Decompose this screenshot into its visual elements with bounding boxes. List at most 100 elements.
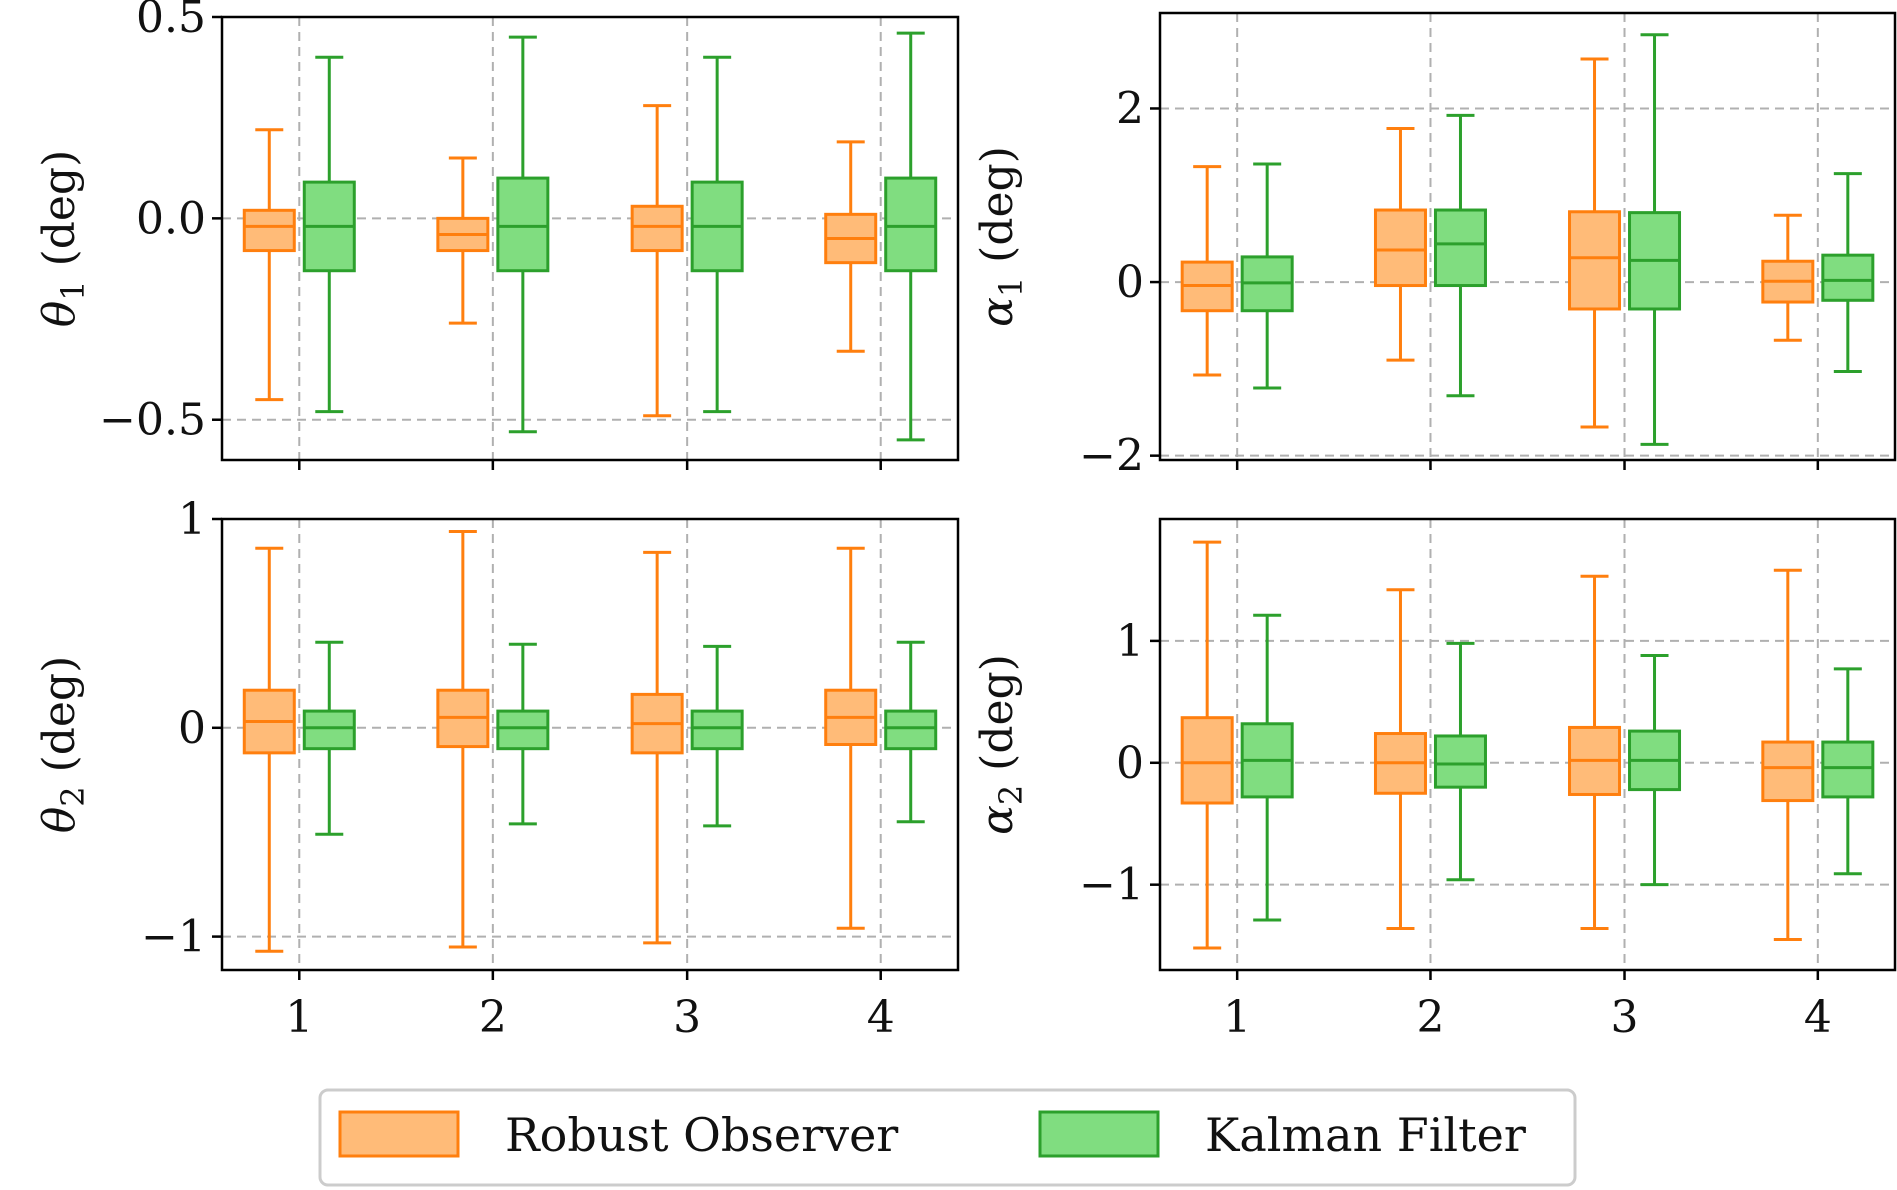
y-tick-label: −2 bbox=[1079, 431, 1144, 482]
box-kalman-4 bbox=[884, 640, 938, 824]
axes-frame bbox=[1158, 11, 1897, 462]
legend: Robust Observer Kalman Filter bbox=[318, 1088, 1577, 1187]
y-axis-label-subscript: 1 bbox=[992, 277, 1030, 297]
y-axis-label-subscript: 2 bbox=[54, 786, 92, 806]
grid bbox=[1160, 13, 1895, 460]
box-robust-4 bbox=[1761, 213, 1815, 342]
box-iqr bbox=[1433, 734, 1487, 789]
x-tick-label: 3 bbox=[1611, 992, 1639, 1043]
y-axis-label-unit: (deg) bbox=[34, 656, 85, 787]
series-robust bbox=[1180, 540, 1815, 950]
box-kalman-4 bbox=[1821, 172, 1875, 373]
box-kalman-1 bbox=[1240, 162, 1294, 390]
y-axis-label: α1 (deg) bbox=[972, 146, 1030, 327]
y-axis-label-subscript: 1 bbox=[54, 280, 92, 300]
box-robust-4 bbox=[824, 546, 878, 930]
series-robust bbox=[1180, 57, 1815, 429]
box-iqr bbox=[1568, 210, 1622, 311]
box-kalman-2 bbox=[1433, 641, 1487, 882]
y-tick-label: −1 bbox=[1079, 860, 1144, 911]
box-iqr bbox=[1821, 740, 1875, 799]
box-robust-2 bbox=[436, 530, 490, 949]
box-kalman-1 bbox=[302, 640, 356, 836]
box-kalman-1 bbox=[1240, 613, 1294, 922]
y-tick-label: 2 bbox=[1116, 83, 1144, 134]
y-tick-label: −0.5 bbox=[99, 395, 206, 446]
box-robust-2 bbox=[436, 156, 490, 325]
box-kalman-1 bbox=[302, 55, 356, 414]
x-tick-label: 2 bbox=[479, 992, 507, 1043]
series-kalman bbox=[1240, 613, 1875, 922]
legend-label-kalman: Kalman Filter bbox=[1205, 1108, 1526, 1162]
box-robust-3 bbox=[630, 550, 684, 945]
box-kalman-3 bbox=[1628, 33, 1682, 446]
grid bbox=[1160, 519, 1895, 970]
box-iqr bbox=[242, 208, 296, 253]
axes-frame bbox=[220, 517, 960, 972]
box-iqr bbox=[884, 709, 938, 751]
box-robust-1 bbox=[1180, 540, 1234, 950]
box-robust-3 bbox=[630, 104, 684, 418]
box-iqr bbox=[630, 204, 684, 253]
legend-swatch-robust bbox=[338, 1110, 460, 1158]
x-tick-label: 1 bbox=[285, 992, 313, 1043]
y-tick-label: 0.0 bbox=[136, 193, 206, 244]
y-axis-label: θ1 (deg) bbox=[34, 150, 92, 328]
x-tick-label: 4 bbox=[867, 992, 895, 1043]
box-kalman-2 bbox=[1433, 113, 1487, 398]
x-tick-label: 2 bbox=[1416, 992, 1444, 1043]
box-robust-1 bbox=[1180, 165, 1234, 377]
legend-swatch-kalman bbox=[1038, 1110, 1160, 1158]
box-iqr bbox=[690, 709, 744, 751]
y-axis-label-symbol: θ bbox=[34, 807, 85, 834]
y-axis-label-symbol: α bbox=[972, 297, 1023, 327]
y-axis-label: θ2 (deg) bbox=[34, 656, 92, 834]
legend-label-robust: Robust Observer bbox=[505, 1108, 898, 1162]
box-iqr bbox=[884, 176, 938, 273]
y-axis-label-symbol: θ bbox=[34, 301, 85, 328]
x-tick-label: 4 bbox=[1804, 992, 1832, 1043]
y-tick-label: 0 bbox=[1116, 257, 1144, 308]
box-robust-3 bbox=[1568, 574, 1622, 931]
box-kalman-3 bbox=[690, 644, 744, 828]
box-iqr bbox=[1433, 208, 1487, 288]
box-kalman-2 bbox=[496, 642, 550, 826]
legend-frame bbox=[318, 1088, 1577, 1187]
box-robust-2 bbox=[1373, 588, 1427, 931]
box-iqr bbox=[1761, 740, 1815, 803]
y-axis-label-unit: (deg) bbox=[34, 150, 85, 281]
panel-alpha1: −2 0 2 α1 (deg) bbox=[972, 11, 1897, 482]
y-axis-label-symbol: α bbox=[972, 805, 1023, 835]
box-robust-4 bbox=[824, 140, 878, 353]
series-kalman bbox=[1240, 33, 1875, 446]
axes-frame bbox=[1158, 517, 1897, 972]
y-axis-label-subscript: 2 bbox=[992, 785, 1030, 805]
y-axis-label-unit: (deg) bbox=[972, 146, 1023, 277]
x-tick-label: 3 bbox=[673, 992, 701, 1043]
axes-frame bbox=[220, 15, 960, 462]
y-tick-label: 0 bbox=[178, 703, 206, 754]
y-tick-label: 1 bbox=[178, 494, 206, 545]
box-robust-4 bbox=[1761, 568, 1815, 942]
y-tick-label: 0.5 bbox=[136, 0, 206, 43]
box-kalman-2 bbox=[496, 35, 550, 434]
box-iqr bbox=[496, 176, 550, 273]
y-axis-label: α2 (deg) bbox=[972, 654, 1030, 835]
box-iqr bbox=[1821, 253, 1875, 302]
y-axis-label-unit: (deg) bbox=[972, 654, 1023, 785]
y-tick-label: 0 bbox=[1116, 738, 1144, 789]
box-robust-1 bbox=[242, 546, 296, 953]
series-kalman bbox=[302, 31, 938, 442]
box-kalman-4 bbox=[1821, 667, 1875, 876]
box-iqr bbox=[302, 709, 356, 751]
series-kalman bbox=[302, 640, 938, 836]
y-tick-label: 1 bbox=[1116, 616, 1144, 667]
box-kalman-4 bbox=[884, 31, 938, 442]
y-tick-label: −1 bbox=[141, 912, 206, 963]
series-robust bbox=[242, 530, 878, 953]
panel-theta1: −0.5 0.0 0.5 θ1 (deg) bbox=[34, 0, 960, 470]
